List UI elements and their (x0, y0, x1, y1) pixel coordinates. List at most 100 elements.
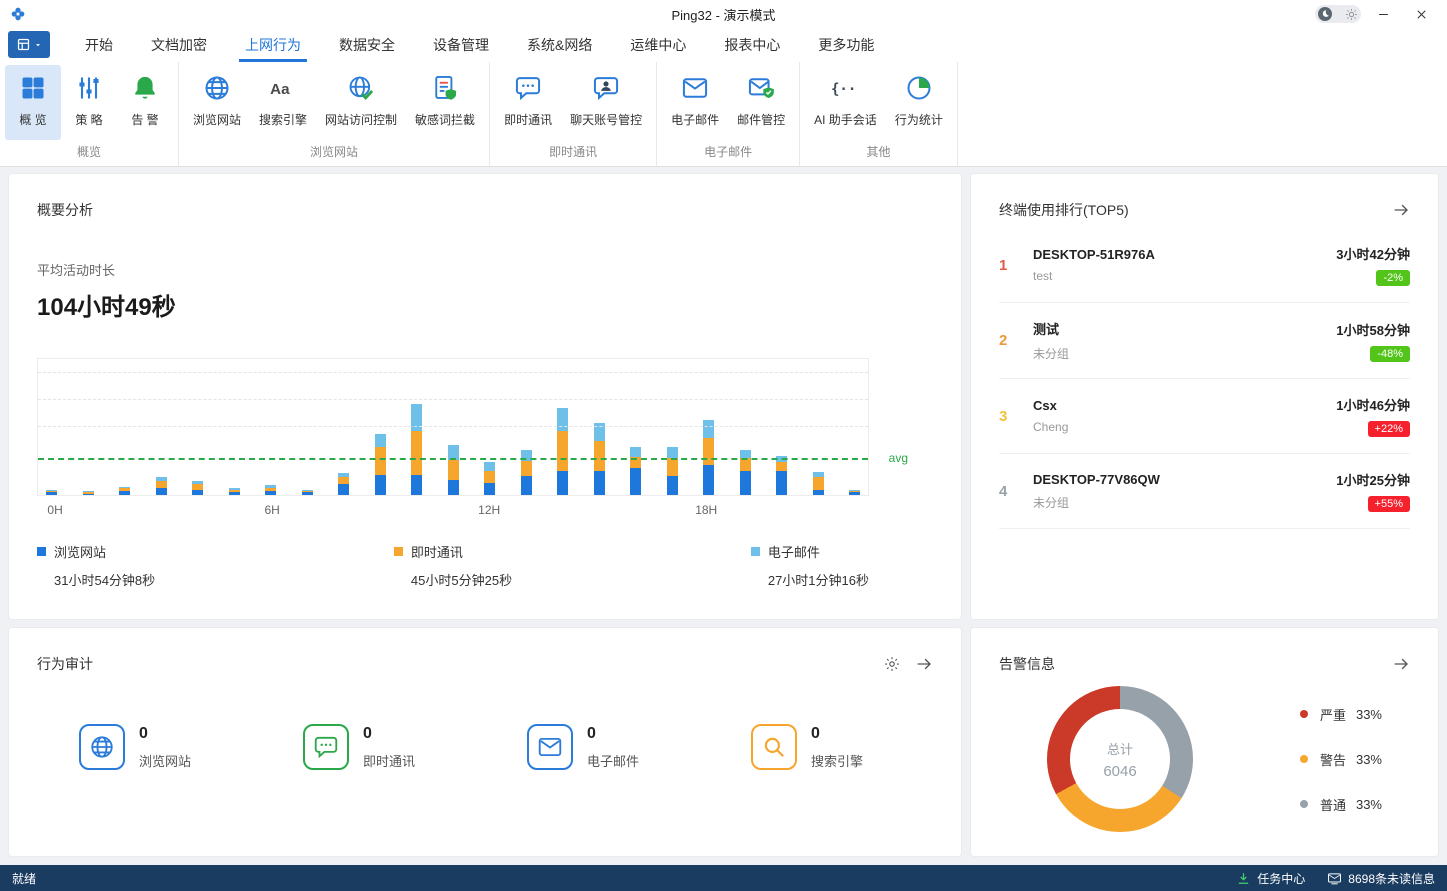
theme-toggle[interactable] (1315, 5, 1361, 23)
legend-dot (394, 547, 403, 556)
ribbon-item-label: 邮件管控 (737, 111, 785, 128)
audit-settings-gear-icon[interactable] (883, 655, 901, 673)
app-menu-button[interactable] (8, 31, 50, 58)
chart-avg-label: avg (889, 451, 908, 465)
chart-bar-segment (776, 462, 787, 470)
window-title: Ping32 - 演示模式 (671, 5, 775, 24)
ribbon-item-search-engine[interactable]: Aa搜索引擎 (250, 65, 316, 140)
ribbon-item-site-access-control[interactable]: 网站访问控制 (316, 65, 406, 140)
caret-down-icon (33, 40, 43, 50)
chart-bar (375, 359, 386, 495)
audit-more-arrow-icon[interactable] (915, 655, 933, 673)
tab-internet-behavior[interactable]: 上网行为 (226, 28, 320, 62)
chart-bar-segment (703, 465, 714, 495)
legend-name: 浏览网站 (54, 542, 106, 561)
globe-icon (203, 74, 231, 102)
chart-bar-segment (484, 471, 495, 483)
chart-avg-line: avg (38, 458, 868, 460)
alerts-total-value: 6046 (1103, 763, 1136, 780)
ribbon-group-other: {···}AI 助手会话行为统计其他 (800, 62, 958, 166)
globe-icon (79, 724, 125, 770)
chart-gridline (38, 372, 868, 373)
audit-label: 搜索引擎 (811, 751, 863, 770)
status-ready: 就绪 (12, 870, 36, 887)
chart-bar-segment (667, 476, 678, 495)
chart-bar (411, 359, 422, 495)
app-logo-icon (10, 6, 26, 22)
tab-doc-encryption[interactable]: 文档加密 (132, 28, 226, 62)
ribbon-item-policy[interactable]: 策 略 (61, 65, 117, 140)
alerts-donut-center: 总计 6046 (1047, 686, 1193, 832)
ribbon-item-alerts[interactable]: 告 警 (117, 65, 173, 140)
chart-bar-segment (375, 475, 386, 495)
ranking-row[interactable]: 1DESKTOP-51R976Atest3小时42分钟-2% (999, 228, 1410, 303)
audit-item-im[interactable]: 0 即时通讯 (303, 724, 485, 770)
ranking-row[interactable]: 4DESKTOP-77V86QW未分组1小时25分钟+55% (999, 454, 1410, 529)
globe-icon (89, 734, 115, 760)
mail-icon (537, 734, 563, 760)
alerts-more-arrow-icon[interactable] (1392, 655, 1410, 673)
tab-report-center[interactable]: 报表中心 (705, 28, 799, 62)
rank-number: 3 (999, 408, 1033, 425)
ranking-more-arrow-icon[interactable] (1392, 201, 1410, 219)
stats-icon (905, 74, 933, 102)
audit-label: 即时通讯 (363, 751, 415, 770)
chart-bar-segment (156, 488, 167, 495)
alerts-card-header: 告警信息 (971, 628, 1438, 674)
ribbon-item-label: 搜索引擎 (259, 111, 307, 128)
alert-severity-name: 普通 (1320, 795, 1346, 814)
ribbon-item-ai-assistant-session[interactable]: {···}AI 助手会话 (805, 65, 886, 140)
dashboard: 概要分析 平均活动时长 104小时49秒 avg 0H6H12H18H 浏览网站… (0, 167, 1447, 865)
ribbon-item-browse-website[interactable]: 浏览网站 (184, 65, 250, 140)
alert-severity-name: 严重 (1320, 705, 1346, 724)
activity-chart: avg 0H6H12H18H (37, 358, 933, 520)
audit-item-email[interactable]: 0电子邮件 (527, 724, 709, 770)
ribbon-item-label: 网站访问控制 (325, 111, 397, 128)
audit-item-search-engine[interactable]: 0搜索引擎 (751, 724, 933, 770)
chart-xtick: 12H (478, 503, 500, 517)
tab-more-features[interactable]: 更多功能 (799, 28, 893, 62)
ribbon-item-sensitive-word-block[interactable]: 敏感词拦截 (406, 65, 484, 140)
chat-icon (303, 724, 349, 770)
ranking-row[interactable]: 3CsxCheng1小时46分钟+22% (999, 379, 1410, 454)
app-window: Ping32 - 演示模式 开始文档加密上网行为数据安全设备管理系统&网络运维中… (0, 0, 1447, 891)
tab-system-network[interactable]: 系统&网络 (508, 28, 611, 62)
ranking-title: 终端使用排行(TOP5) (999, 200, 1129, 220)
chart-bar-segment (192, 490, 203, 495)
chart-legend: 浏览网站31小时54分钟8秒即时通讯45小时5分钟25秒电子邮件27小时1分钟1… (37, 542, 933, 589)
task-center-button[interactable]: 任务中心 (1236, 870, 1305, 887)
alert-severity-name: 警告 (1320, 750, 1346, 769)
terminal-group: Cheng (1033, 420, 1068, 434)
grid-icon (19, 74, 47, 102)
legend-dot (1300, 755, 1308, 763)
chat-icon (514, 74, 542, 102)
audit-label: 浏览网站 (139, 751, 191, 770)
minimize-button[interactable] (1367, 2, 1399, 26)
ribbon-item-mail-control[interactable]: 邮件管控 (728, 65, 794, 140)
tab-ops-center[interactable]: 运维中心 (611, 28, 705, 62)
chart-bar-segment (594, 441, 605, 471)
ribbon-item-overview[interactable]: 概 览 (5, 65, 61, 140)
ribbon-item-im[interactable]: 即时通讯 (495, 65, 561, 140)
chart-bar (630, 359, 641, 495)
ribbon-group-label: 浏览网站 (184, 140, 484, 166)
ribbon-item-behavior-stats[interactable]: 行为统计 (886, 65, 952, 140)
alerts-body: 总计 6046 严重33%警告33%普通33% (971, 686, 1438, 832)
chart-bar-segment (521, 476, 532, 495)
unread-messages-button[interactable]: 8698条未读信息 (1327, 870, 1435, 887)
ribbon-item-chat-account-control[interactable]: 聊天账号管控 (561, 65, 651, 140)
audit-item-browse-website[interactable]: 0浏览网站 (79, 724, 261, 770)
chart-bar-segment (776, 471, 787, 495)
tab-data-security[interactable]: 数据安全 (320, 28, 414, 62)
ribbon: 概 览策 略告 警概览浏览网站Aa搜索引擎网站访问控制敏感词拦截浏览网站即时通讯… (0, 62, 1447, 167)
alerts-card: 告警信息 总计 6046 严重33%警告33%普通33% (970, 627, 1439, 857)
tab-device-management[interactable]: 设备管理 (414, 28, 508, 62)
audit-count: 0 (363, 725, 415, 743)
ranking-row[interactable]: 2测试未分组1小时58分钟-48% (999, 303, 1410, 379)
tab-home[interactable]: 开始 (66, 28, 132, 62)
close-button[interactable] (1405, 2, 1437, 26)
message-icon (1327, 871, 1342, 886)
ribbon-item-email[interactable]: 电子邮件 (662, 65, 728, 140)
chat-user-icon (592, 74, 620, 102)
alert-legend-normal: 普通33% (1300, 795, 1382, 814)
